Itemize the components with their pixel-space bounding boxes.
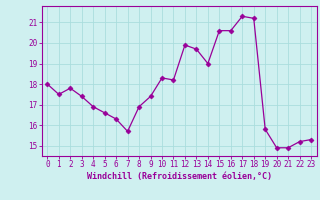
X-axis label: Windchill (Refroidissement éolien,°C): Windchill (Refroidissement éolien,°C) xyxy=(87,172,272,181)
